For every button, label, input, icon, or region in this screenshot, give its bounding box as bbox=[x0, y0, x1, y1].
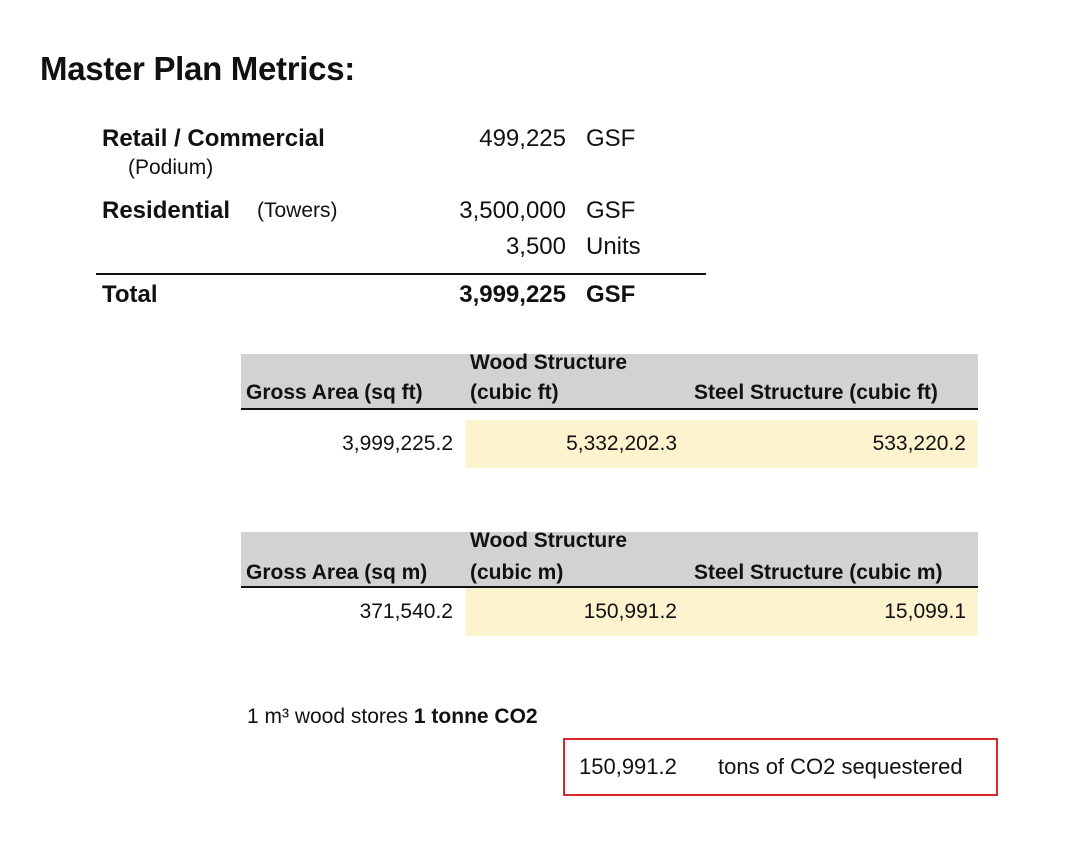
header-steel: Steel Structure (cubic ft) bbox=[694, 381, 938, 404]
cell-gross-area: 3,999,225.2 bbox=[342, 432, 453, 455]
total-value: 3,999,225 bbox=[459, 281, 566, 308]
table-row: 3,999,225.2 5,332,202.3 533,220.2 bbox=[241, 410, 978, 468]
cell-steel: 533,220.2 bbox=[689, 420, 978, 468]
co2-sequestered-box: 150,991.2 tons of CO2 sequestered bbox=[563, 738, 998, 796]
header-wood-line2: (cubic ft) bbox=[470, 381, 559, 404]
retail-sublabel: (Podium) bbox=[128, 156, 214, 179]
header-steel: Steel Structure (cubic m) bbox=[694, 561, 943, 584]
cell-wood: 5,332,202.3 bbox=[465, 420, 689, 468]
cell-gross-area: 371,540.2 bbox=[359, 600, 453, 623]
carbon-note-emphasis: 1 tonne CO2 bbox=[413, 705, 538, 728]
residential-units-value: 3,500 bbox=[505, 233, 566, 260]
table-row: 371,540.2 150,991.2 15,099.1 bbox=[241, 588, 978, 636]
header-gross-area: Gross Area (sq ft) bbox=[246, 381, 423, 404]
retail-label: Retail / Commercial bbox=[102, 125, 325, 152]
header-wood-line1: Wood Structure bbox=[470, 351, 628, 374]
total-divider bbox=[96, 273, 706, 275]
header-gross-area: Gross Area (sq m) bbox=[246, 561, 428, 584]
header-wood-line1: Wood Structure bbox=[470, 529, 628, 552]
retail-unit: GSF bbox=[586, 125, 636, 152]
residential-sublabel: (Towers) bbox=[257, 199, 338, 222]
residential-unit: GSF bbox=[586, 197, 636, 224]
imperial-table-header: Gross Area (sq ft) Wood Structure (cubic… bbox=[241, 351, 978, 408]
header-rule bbox=[241, 586, 978, 588]
cell-steel: 15,099.1 bbox=[689, 588, 978, 636]
residential-value: 3,500,000 bbox=[459, 197, 566, 224]
residential-units-unit: Units bbox=[586, 233, 641, 260]
co2-sequestered-value: 150,991.2 bbox=[579, 754, 677, 779]
imperial-table: Gross Area (sq ft) Wood Structure (cubic… bbox=[241, 351, 978, 468]
total-label: Total bbox=[102, 281, 158, 308]
carbon-note-prefix: 1 m³ wood stores bbox=[247, 705, 414, 728]
co2-sequestered-label: tons of CO2 sequestered bbox=[718, 754, 963, 779]
cell-wood: 150,991.2 bbox=[465, 588, 689, 636]
retail-value: 499,225 bbox=[479, 125, 566, 152]
metric-table: Gross Area (sq m) Wood Structure (cubic … bbox=[241, 529, 978, 636]
header-wood-line2: (cubic m) bbox=[470, 561, 564, 584]
header-rule bbox=[241, 408, 978, 410]
carbon-note: 1 m³ wood stores 1 tonne CO2 bbox=[247, 705, 538, 729]
total-unit: GSF bbox=[586, 281, 636, 308]
metric-table-header: Gross Area (sq m) Wood Structure (cubic … bbox=[241, 529, 978, 586]
page-title: Master Plan Metrics: bbox=[40, 50, 355, 87]
residential-label: Residential bbox=[102, 197, 231, 224]
